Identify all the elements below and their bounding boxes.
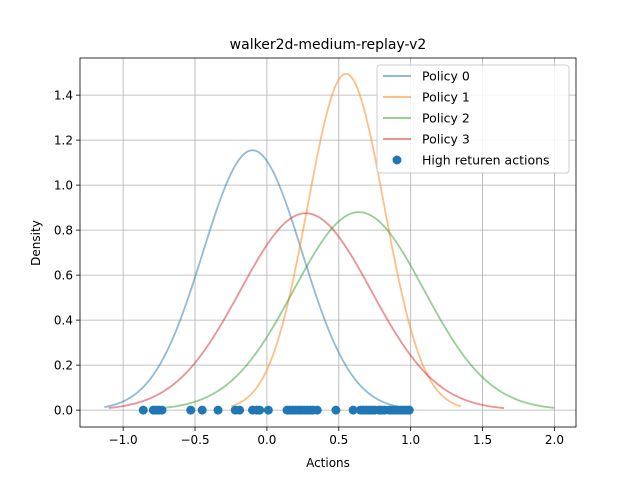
series-lines xyxy=(104,72,555,410)
legend-swatch-high-return-actions xyxy=(392,155,402,165)
high-return-action-point xyxy=(138,405,148,415)
chart-title: walker2d-medium-replay-v2 xyxy=(230,37,427,53)
high-return-action-point xyxy=(197,405,207,415)
y-tick-label: 1.2 xyxy=(54,134,73,148)
legend-label-policy-0: Policy 0 xyxy=(422,69,470,84)
x-tick-label: −0.5 xyxy=(180,433,209,447)
high-return-action-point xyxy=(235,405,245,415)
y-tick-label: 1.0 xyxy=(54,179,73,193)
high-return-action-point xyxy=(157,405,167,415)
legend: Policy 0 Policy 1 Policy 2 Policy 3 High… xyxy=(376,64,570,174)
series-line-policy-2 xyxy=(163,211,555,409)
y-tick-label: 0.0 xyxy=(54,404,73,418)
y-tick-label: 1.4 xyxy=(54,89,73,103)
y-tick-label: 0.8 xyxy=(54,224,73,238)
high-return-action-point xyxy=(263,405,273,415)
scatter-points xyxy=(138,405,414,415)
plot-frame xyxy=(79,57,577,428)
high-return-action-point xyxy=(312,405,322,415)
high-return-action-point xyxy=(404,405,414,415)
x-tick-label: −1.0 xyxy=(109,433,138,447)
series-line-policy-0 xyxy=(104,149,401,408)
legend-label-policy-1: Policy 1 xyxy=(422,90,470,105)
y-ticks: 0.0 0.2 0.4 0.6 0.8 1.0 1.2 1.4 xyxy=(54,89,80,418)
y-axis-label: Density xyxy=(29,220,43,266)
x-axis-label: Actions xyxy=(306,456,350,470)
x-tick-label: 1.0 xyxy=(401,433,420,447)
legend-label-policy-3: Policy 3 xyxy=(422,132,470,147)
y-tick-label: 0.4 xyxy=(54,314,73,328)
legend-box xyxy=(376,64,570,174)
y-tick-label: 0.6 xyxy=(54,269,73,283)
series-line-policy-1 xyxy=(230,72,462,408)
high-return-action-point xyxy=(348,405,358,415)
x-tick-label: 0.0 xyxy=(257,433,276,447)
x-tick-label: 1.5 xyxy=(473,433,492,447)
x-tick-label: 0.5 xyxy=(329,433,348,447)
x-tick-label: 2.0 xyxy=(545,433,564,447)
high-return-action-point xyxy=(213,405,223,415)
series-line-policy-3 xyxy=(108,212,505,410)
y-tick-label: 0.2 xyxy=(54,359,73,373)
legend-label-policy-2: Policy 2 xyxy=(422,111,470,126)
legend-label-high-return-actions: High returen actions xyxy=(422,153,550,168)
high-return-action-point xyxy=(186,405,196,415)
high-return-action-point xyxy=(331,405,341,415)
x-ticks: −1.0 −0.5 0.0 0.5 1.0 1.5 2.0 xyxy=(109,427,564,447)
high-return-action-point xyxy=(255,405,265,415)
